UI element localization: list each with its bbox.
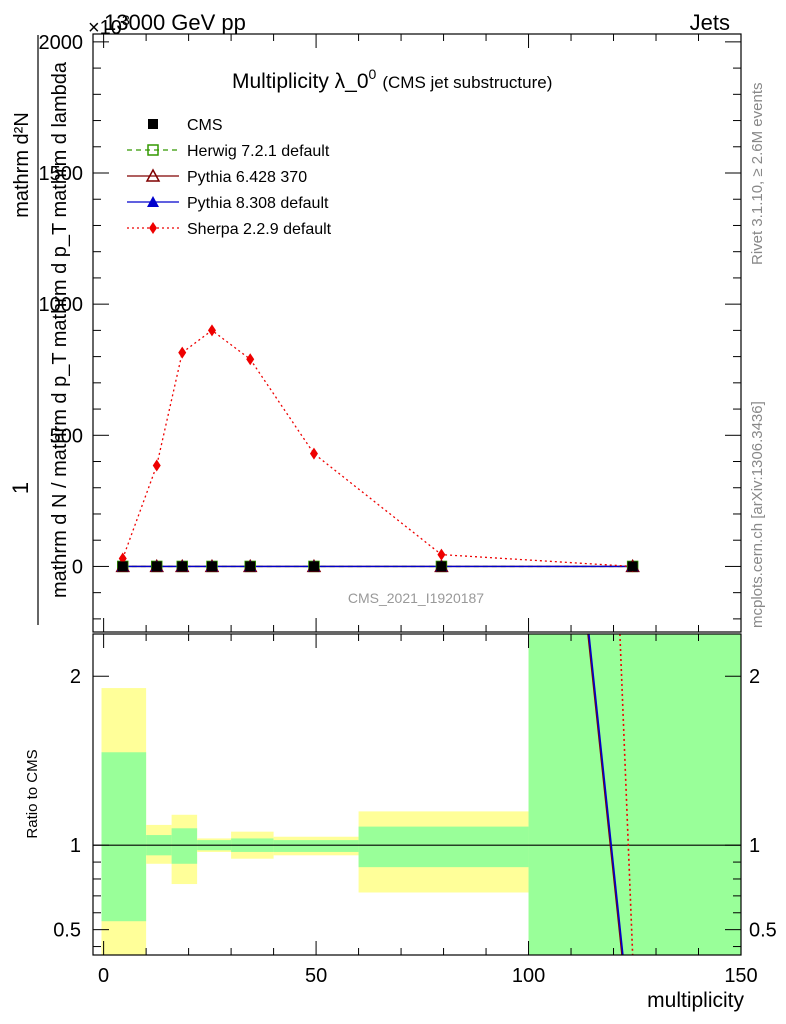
main-series (115, 324, 640, 573)
data-point (308, 561, 319, 572)
data-point (145, 168, 161, 182)
ratio-series-line (588, 634, 624, 955)
legend-entry-label: Pythia 6.428 370 (187, 169, 307, 186)
ratio-series (587, 634, 634, 955)
x-tick-label: 0 (98, 965, 109, 987)
data-point (151, 561, 162, 572)
ratio-plot-panel: 0 50 100 150 0.5 0.5 1 1 2 2 (53, 633, 777, 987)
y-label-fraction-one: 1 (8, 482, 33, 494)
data-point (117, 561, 128, 572)
main-y-axis-label: 1 mathrm d²N mathrm d N / mathrm d p_T m… (8, 35, 71, 625)
data-point (177, 561, 188, 572)
ratio-y-tick-label: 1 (70, 835, 81, 857)
ratio-y-axis-label: Ratio to CMS (24, 749, 41, 838)
data-point (147, 196, 159, 207)
legend-entry-label: Sherpa 2.2.9 default (187, 221, 332, 238)
ratio-y-tick-label: 2 (70, 666, 81, 688)
y-label-numerator: mathrm d²N (11, 112, 33, 218)
main-plot-frame (92, 33, 742, 633)
y-label-denominator: mathrm d N / mathrm d p_T mathrm d p_T m… (49, 61, 71, 598)
header-left-label: 13000 GeV pp (104, 10, 246, 35)
ratio-y-tick-label-right: 0.5 (749, 920, 777, 942)
legend: CMS Herwig 7.2.1 default Pythia 6.428 370 P… (127, 117, 332, 238)
series-line (122, 329, 633, 568)
ratio-y-tick-label-right: 2 (749, 666, 760, 688)
data-point (152, 459, 161, 472)
ratio-green-band (171, 828, 198, 864)
data-point (627, 561, 638, 572)
x-tick-label: 100 (512, 965, 545, 987)
data-point (437, 548, 446, 561)
data-point (246, 353, 255, 366)
y-tick-label: 1000 (39, 294, 84, 316)
x-tick-label: 150 (724, 965, 757, 987)
y-tick-label: 2000 (39, 32, 84, 54)
data-point (147, 144, 159, 156)
ratio-y-tick-label: 0.5 (53, 920, 81, 942)
ratio-green-band (358, 826, 529, 868)
y-tick-label: 500 (50, 425, 83, 447)
data-point (178, 346, 187, 359)
data-point (148, 119, 158, 129)
ratio-green-band (101, 752, 147, 922)
chart-title: Multiplicity λ_00 (CMS jet substructure) (232, 66, 552, 93)
x-axis-label: multiplicity (647, 989, 744, 1012)
rivet-version-label: Rivet 3.1.10, ≥ 2.6M events (749, 83, 766, 266)
x-tick-label: 50 (305, 965, 327, 987)
legend-entry-label: Herwig 7.2.1 default (187, 143, 330, 160)
data-point (309, 447, 318, 460)
data-point (436, 561, 447, 572)
ratio-series-line (619, 634, 634, 955)
legend-entry-label: CMS (187, 117, 223, 134)
ratio-series-line (587, 634, 623, 955)
y-tick-label: 0 (72, 556, 83, 578)
data-point (207, 324, 216, 337)
mcplots-label: mcplots.cern.ch [arXiv:1306.3436] (749, 401, 766, 628)
main-plot-panel: 0 500 1000 1500 2000 (39, 32, 742, 633)
legend-entry-label: Pythia 8.308 default (187, 195, 329, 212)
data-point (149, 222, 157, 234)
ratio-bands (101, 634, 741, 955)
ratio-green-band (273, 840, 359, 852)
data-point (245, 561, 256, 572)
ratio-plot-frame (92, 633, 742, 956)
analysis-label: CMS_2021_I1920187 (348, 590, 484, 606)
ratio-green-band (528, 634, 741, 955)
ratio-y-tick-label-right: 1 (749, 835, 760, 857)
y-tick-label: 1500 (39, 163, 84, 185)
data-point (206, 561, 217, 572)
header-right-label: Jets (690, 10, 730, 35)
